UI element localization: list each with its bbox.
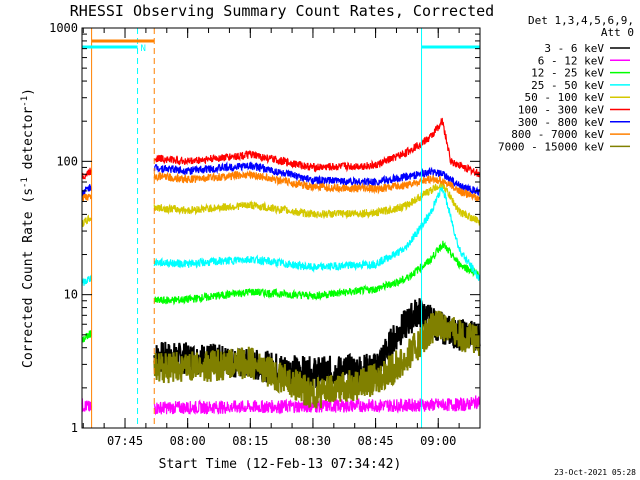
y-tick-label: 1000 (49, 21, 78, 35)
series-line (81, 274, 92, 286)
series-line (153, 161, 481, 196)
series-line (81, 214, 92, 228)
series-line (153, 310, 481, 409)
legend-label: 7000 - 15000 keV (498, 140, 604, 153)
legend-label: 25 - 50 keV (531, 79, 604, 92)
series-line (81, 167, 92, 180)
series-line (153, 395, 481, 416)
x-axis: 07:45 08:00 08:15 08:30 08:45 09:00 (82, 28, 481, 448)
series-line (153, 182, 481, 281)
x-tick-label: 08:00 (170, 434, 206, 448)
night-label: N (141, 44, 146, 54)
x-tick-label: 07:45 (107, 434, 143, 448)
legend-header-1: Det 1,3,4,5,6,9, (528, 14, 634, 27)
y-tick-label: 10 (64, 288, 78, 302)
series-line (153, 178, 481, 226)
footer-date: 23-Oct-2021 05:28 (554, 468, 636, 477)
series-line (153, 117, 481, 178)
x-tick-label: 08:45 (358, 434, 394, 448)
series-line (81, 184, 92, 198)
series-line (81, 398, 92, 413)
legend-label: 800 - 7000 keV (511, 128, 604, 141)
y-axis: 1 10 100 1000 (49, 21, 480, 435)
legend-label: 50 - 100 keV (525, 91, 605, 104)
legend-header-2: Att 0 (601, 26, 634, 39)
series-line (153, 240, 481, 306)
x-axis-label: Start Time (12-Feb-13 07:34:42) (159, 457, 402, 472)
y-tick-label: 100 (56, 154, 78, 168)
legend-label: 300 - 800 keV (518, 116, 604, 129)
chart-title: RHESSI Observing Summary Count Rates, Co… (70, 2, 494, 20)
legend-label: 3 - 6 keV (544, 42, 604, 55)
series-layer (81, 117, 481, 416)
legend-label: 12 - 25 keV (531, 67, 604, 80)
y-tick-label: 1 (71, 421, 78, 435)
legend-label: 100 - 300 keV (518, 104, 604, 117)
series-line (81, 330, 92, 343)
x-tick-label: 08:15 (232, 434, 268, 448)
x-tick-label: 08:30 (295, 434, 331, 448)
x-tick-label: 09:00 (420, 434, 456, 448)
y-axis-label: Corrected Count Rate (s-1 detector-1) (20, 88, 36, 368)
series-line (153, 170, 481, 202)
plot-frame (81, 27, 481, 429)
series-line (81, 193, 92, 202)
legend-label: 6 - 12 keV (538, 54, 605, 67)
